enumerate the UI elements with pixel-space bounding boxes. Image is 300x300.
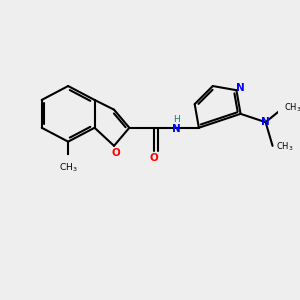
Text: O: O	[111, 148, 120, 158]
Text: CH$_3$: CH$_3$	[284, 101, 300, 114]
Text: N: N	[172, 124, 180, 134]
Text: H: H	[173, 116, 179, 124]
Text: N: N	[261, 117, 270, 127]
Text: O: O	[150, 152, 159, 163]
Text: CH$_3$: CH$_3$	[276, 141, 293, 154]
Text: CH$_3$: CH$_3$	[59, 162, 77, 175]
Text: N: N	[236, 83, 245, 93]
